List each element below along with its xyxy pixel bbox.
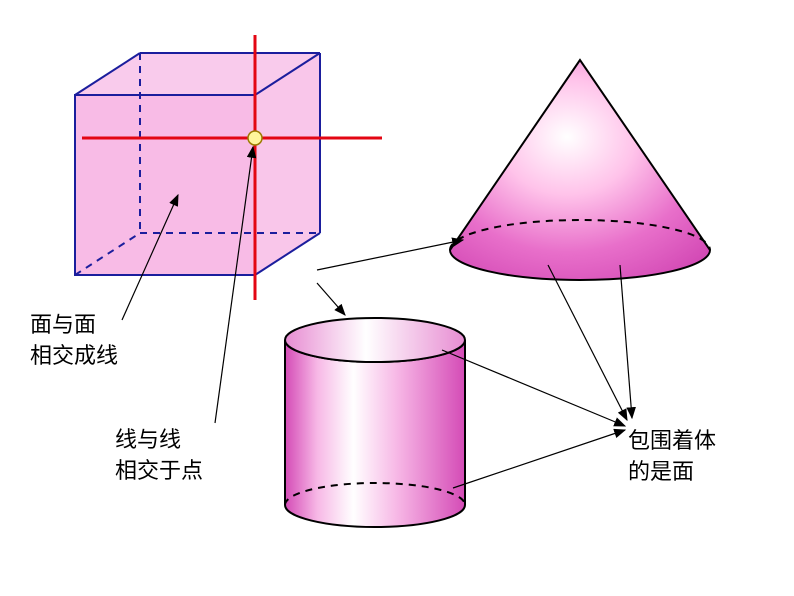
label-face-edge-line1: 面与面 — [30, 312, 96, 337]
cone-shape — [450, 60, 710, 280]
label-face-edge-line2: 相交成线 — [30, 343, 118, 368]
cube-shape — [75, 53, 320, 275]
label-face-edge: 面与面 相交成线 — [30, 310, 118, 372]
diagram-canvas — [0, 0, 794, 596]
label-surface-body: 包围着体 的是面 — [628, 426, 716, 488]
cylinder-shape — [285, 318, 465, 527]
label-surface-body-line1: 包围着体 — [628, 428, 716, 453]
label-line-point-line2: 相交于点 — [115, 458, 203, 483]
intersection-point — [248, 131, 262, 145]
label-surface-body-line2: 的是面 — [628, 459, 694, 484]
label-line-point: 线与线 相交于点 — [115, 425, 203, 487]
label-line-point-line1: 线与线 — [115, 427, 181, 452]
